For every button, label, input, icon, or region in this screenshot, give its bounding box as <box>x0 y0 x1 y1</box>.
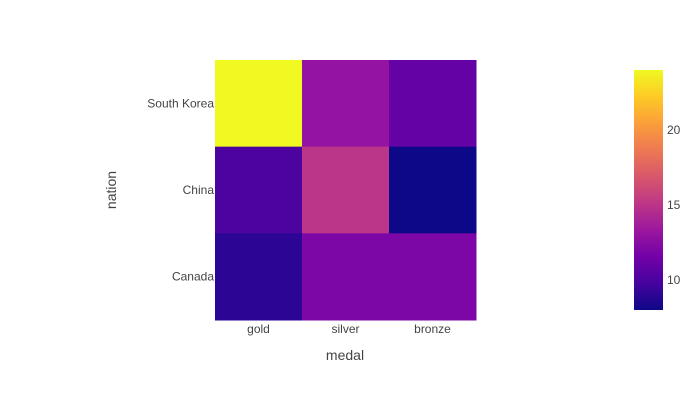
heatmap-cell-south-korea-silver <box>302 60 390 148</box>
y-tick-label: China <box>183 183 215 197</box>
y-tick-label: South Korea <box>147 96 214 110</box>
colorbar-ticks: 10 15 20 <box>667 123 681 287</box>
heatmap-cells <box>215 60 477 321</box>
colorbar-tick-label: 20 <box>667 123 681 137</box>
y-axis-title: nation <box>103 171 119 209</box>
colorbar-tick-label: 10 <box>667 273 681 287</box>
colorbar: 10 15 20 <box>634 70 681 310</box>
x-axis-title: medal <box>326 347 364 363</box>
y-axis-ticks: South Korea China Canada <box>147 96 214 283</box>
heatmap-cell-south-korea-gold <box>215 60 303 148</box>
heatmap-cell-china-silver <box>302 146 390 234</box>
x-tick-label: bronze <box>414 322 451 336</box>
heatmap-cell-canada-silver <box>302 233 390 321</box>
heatmap-cell-south-korea-bronze <box>389 60 477 148</box>
x-tick-label: gold <box>247 322 270 336</box>
x-axis-ticks: gold silver bronze <box>247 322 451 336</box>
heatmap-cell-china-bronze <box>389 146 477 234</box>
x-tick-label: silver <box>331 322 359 336</box>
colorbar-gradient <box>634 70 663 310</box>
y-tick-label: Canada <box>172 270 214 284</box>
heatmap-cell-canada-bronze <box>389 233 477 321</box>
colorbar-tick-label: 15 <box>667 198 681 212</box>
heatmap-cell-china-gold <box>215 146 303 234</box>
heatmap-cell-canada-gold <box>215 233 303 321</box>
